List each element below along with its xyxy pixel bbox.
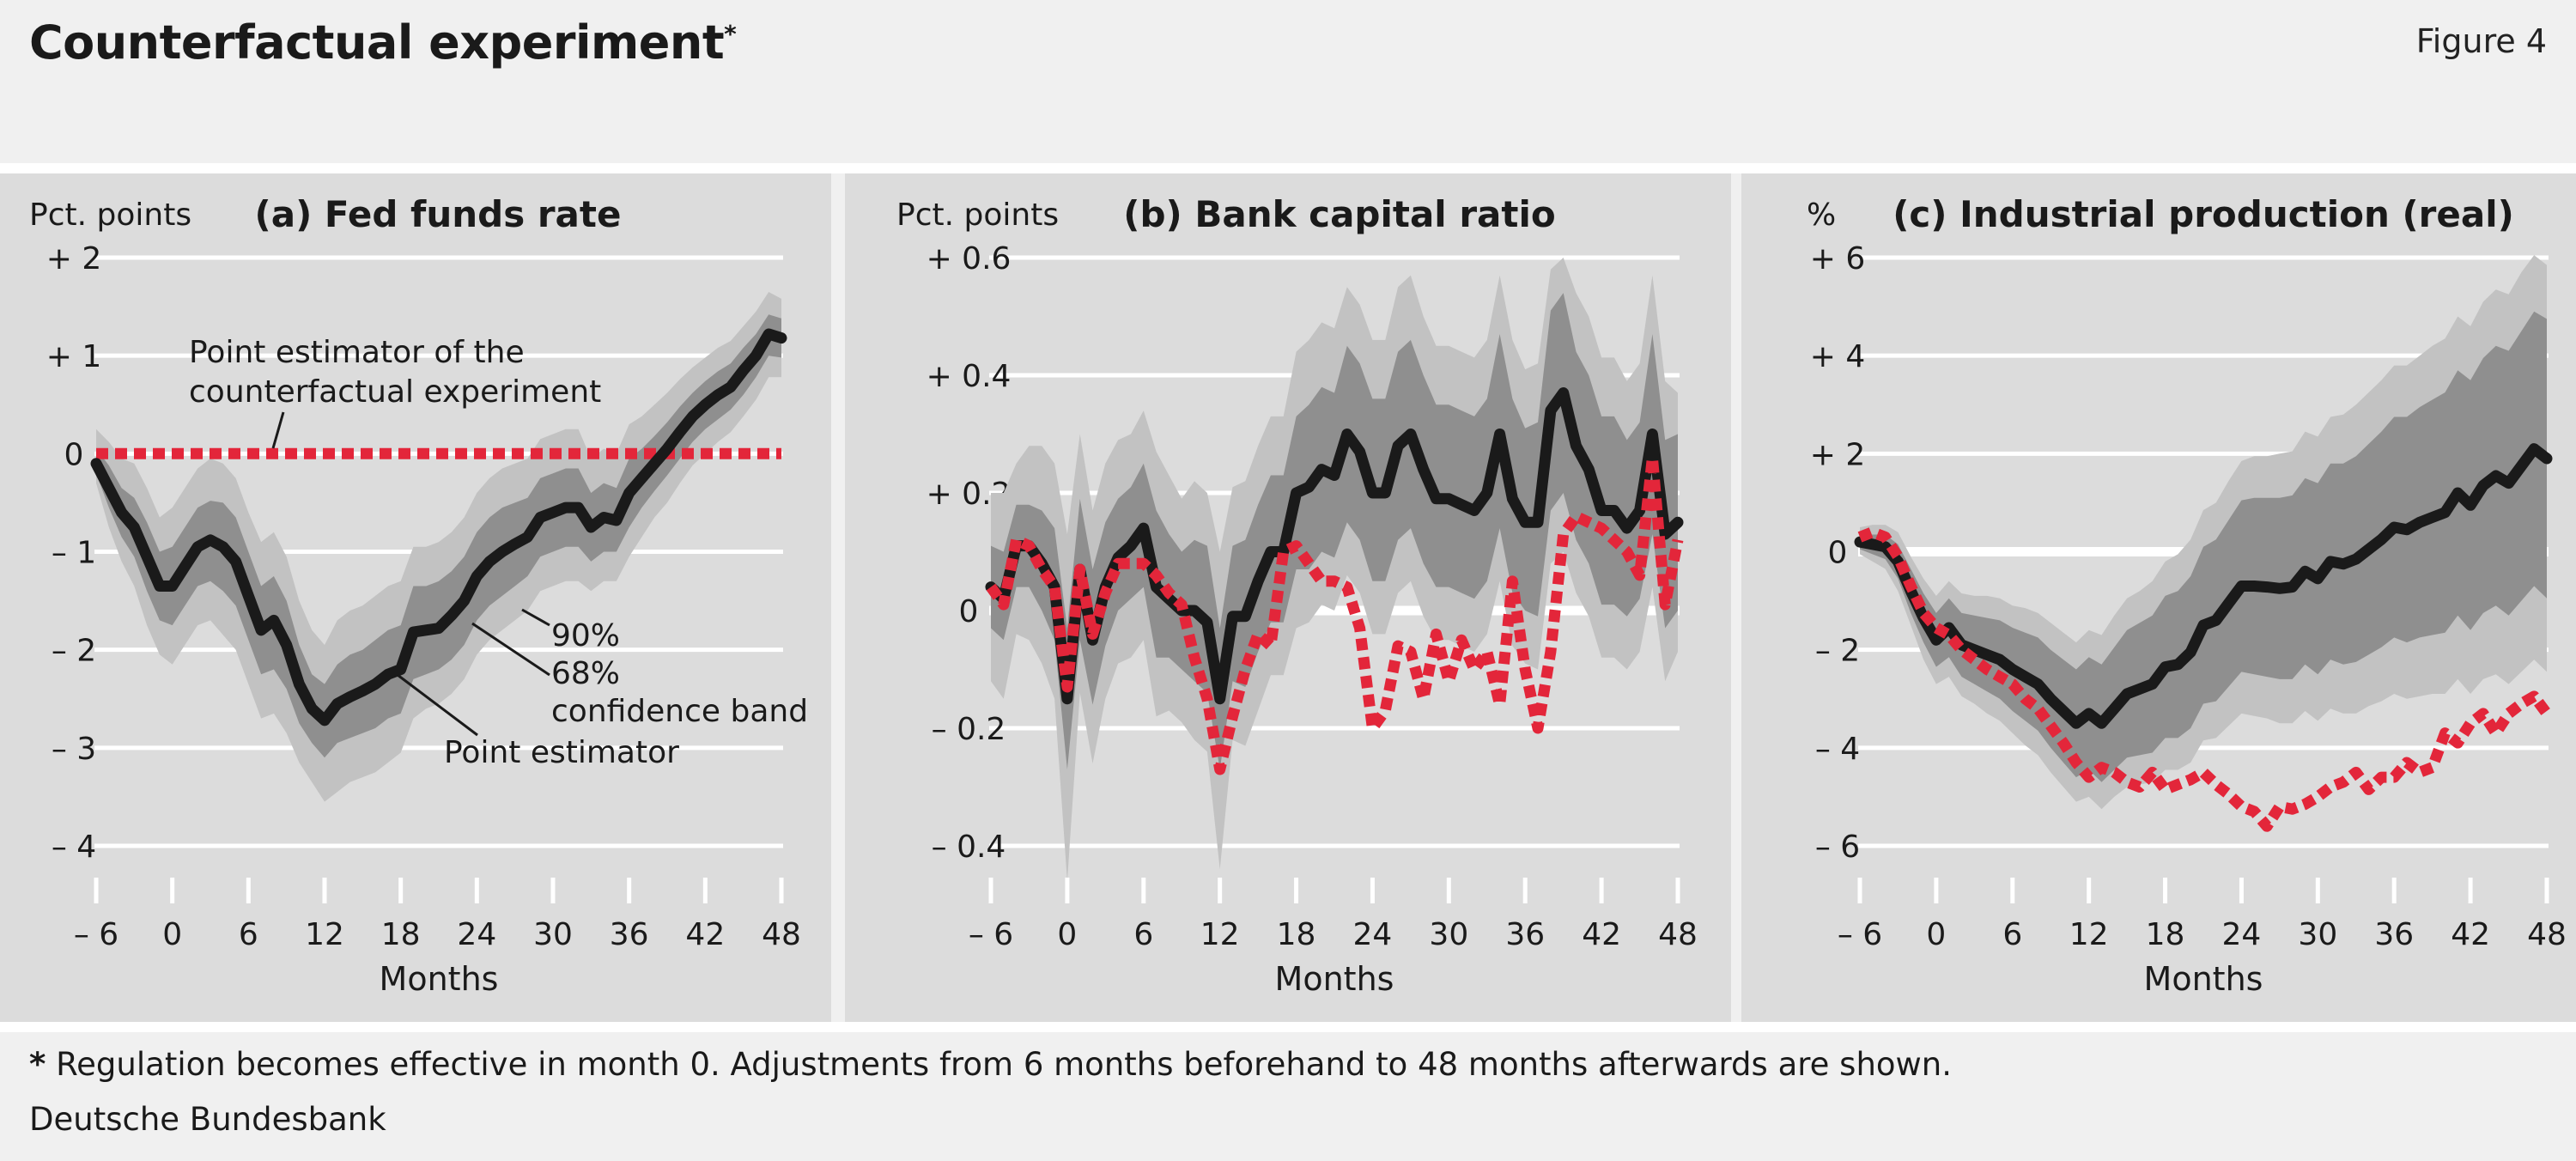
x-tick-label: 0 [1057,917,1077,952]
point-estimator-line [90,328,787,726]
y-tick-label: + 0.6 [927,241,1012,277]
x-tick-label: 48 [762,917,801,952]
x-tick-label: 48 [1658,917,1698,952]
source-label: Deutsche Bundesbank [29,1101,386,1138]
y-tick-label: + 2 [1810,437,1866,472]
y-tick-label: + 4 [1810,339,1866,374]
figure-title-footnote-mark: * [724,20,737,48]
chart-title: (a) Fed funds rate [255,193,622,235]
x-tick-label: 18 [2146,917,2185,952]
top-divider [0,163,2576,173]
x-tick-label: 18 [1277,917,1316,952]
x-tick-label: 36 [610,917,649,952]
y-tick-label: + 0.4 [927,359,1012,394]
x-tick-label: 12 [2069,917,2109,952]
x-tick-label: 42 [685,917,725,952]
x-tick-label: 18 [381,917,421,952]
x-tick-label: 30 [533,917,573,952]
chart-title: (b) Bank capital ratio [1123,193,1555,235]
figure-title: Counterfactual experiment* [29,15,737,70]
x-tick-label: 36 [2374,917,2414,952]
x-tick-label: 30 [2298,917,2337,952]
x-tick-label: 24 [2222,917,2262,952]
unit-label: Pct. points [29,198,191,233]
band-68 [96,314,781,758]
x-tick-label: 24 [1353,917,1393,952]
point-estimator-line [1854,443,2553,729]
footnote-mark: * [29,1046,46,1083]
unit-label: Pct. points [896,198,1059,233]
y-tick-label: – 3 [52,732,96,767]
x-tick-label: 12 [1200,917,1240,952]
y-tick-label: – 1 [52,536,96,571]
figure-number: Figure 4 [2415,22,2547,60]
x-tick-label: 48 [2527,917,2567,952]
band-68 [1860,311,2547,782]
y-tick-label: – 6 [1815,830,1860,865]
x-tick-label: – 6 [1838,917,1882,952]
figure-title-text: Counterfactual experiment [29,15,725,70]
x-tick-label: – 6 [969,917,1013,952]
y-tick-label: – 4 [52,830,96,865]
annotation-leader [397,673,478,737]
y-tick-label: 0 [1828,536,1848,571]
x-tick-label: 6 [2002,917,2022,952]
x-tick-label: 42 [1582,917,1621,952]
annotation-leader [521,608,550,627]
chart-panel-2: + 0.6+ 0.4+ 0.20– 0.2– 0.4– 6 0 6 12 18 24 30 3… [845,173,1731,1022]
y-tick-label: + 1 [46,339,102,374]
footnote: * Regulation becomes effective in month … [29,1046,1952,1083]
chart-panel-1: + 2 + 1 0 – 1 – 2 – 3 – 4 – 6 0 6 12 18 24 30 36 42 48 Mo… [0,173,831,1022]
bottom-divider [0,1022,2576,1032]
x-tick-label: 36 [1505,917,1545,952]
x-axis-label: Months [380,960,499,998]
band68-annotation: 68% [551,656,620,691]
x-axis-label: Months [2144,960,2263,998]
y-tick-label: – 0.4 [932,830,1006,865]
x-tick-label: 6 [1133,917,1153,952]
point-estimator-annotation: Point estimator [444,735,679,770]
x-tick-label: 12 [305,917,344,952]
confidence-band-annotation: confidence band [551,694,808,729]
unit-label: % [1807,198,1836,233]
counterfactual-annotation-line2: counterfactual experiment [189,374,601,410]
y-tick-label: – 4 [1815,732,1860,767]
band90-annotation: 90% [551,618,620,653]
x-tick-label: 24 [457,917,496,952]
x-tick-label: 6 [239,917,258,952]
y-tick-label: – 2 [1815,634,1860,669]
y-tick-label: – 0.2 [932,712,1006,747]
chart-panel-3: + 6 + 4 + 2 0 – 2 – 4 – 6 – 6 0 6 12 18 24 30 36 42 48 Mo… [1741,173,2576,1022]
band-68 [991,293,1678,770]
annotation-leader [471,622,550,677]
x-tick-label: 42 [2451,917,2490,952]
y-tick-label: + 6 [1810,241,1866,277]
x-axis-label: Months [1275,960,1394,998]
x-tick-label: – 6 [74,917,118,952]
annotation-leader [271,411,285,449]
y-tick-label: 0 [959,594,979,629]
counterfactual-line [986,452,1684,775]
footnote-text: Regulation becomes effective in month 0.… [56,1046,1953,1083]
x-tick-label: 30 [1429,917,1468,952]
y-tick-label: + 2 [46,241,102,277]
x-tick-label: 0 [162,917,182,952]
band-90 [96,292,781,802]
y-tick-label: 0 [64,437,84,472]
counterfactual-annotation-line1: Point estimator of the [189,335,525,370]
x-tick-label: 0 [1926,917,1946,952]
chart-title: (c) Industrial production (real) [1893,193,2514,235]
y-tick-label: – 2 [52,634,96,669]
